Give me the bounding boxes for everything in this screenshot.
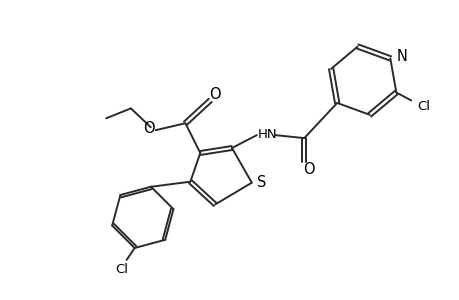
Text: Cl: Cl [417,100,430,113]
Text: S: S [257,175,266,190]
Text: N: N [396,49,407,64]
Text: HN: HN [257,128,277,141]
Text: Cl: Cl [115,263,128,276]
Text: O: O [209,87,220,102]
Text: O: O [143,121,154,136]
Text: O: O [303,162,314,177]
